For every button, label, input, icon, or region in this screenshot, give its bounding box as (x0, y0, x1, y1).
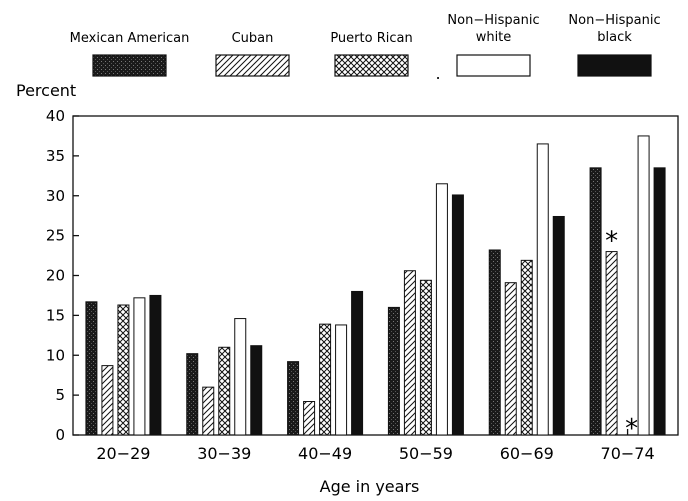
legend-label-non-hispanic-white: Non−Hispanic (447, 13, 539, 28)
bar-mexican-american-30-39 (186, 353, 199, 436)
bar-non-hispanic-white-30-39 (234, 318, 247, 436)
bar-puerto-rican-30-39 (218, 346, 231, 436)
legend-swatch-puerto-rican (334, 54, 409, 77)
bar-non-hispanic-white-40-49 (335, 324, 348, 436)
legend: Mexican American Cuban Puerto Rican Non−His… (70, 13, 661, 83)
legend-separator-dot: . (435, 64, 440, 83)
y-tick-label: 30 (46, 187, 65, 205)
bar-cuban-20-29 (101, 365, 114, 436)
bars: 20−29 30−39 40−49 50−59 60−69 70−74 (85, 135, 666, 463)
y-tick-label: 20 (46, 267, 65, 285)
bar-non-hispanic-white-60-69 (536, 143, 549, 436)
annotation-asterisk-1: * (625, 414, 638, 444)
legend-label-puerto-rican: Puerto Rican (330, 31, 412, 46)
bar-mexican-american-20-29 (85, 301, 98, 436)
legend-label-cuban: Cuban (232, 31, 274, 46)
axes: 0 5 10 15 20 25 30 35 40 Percent Age in years (16, 81, 679, 496)
x-tick-label-20-29: 20−29 (96, 444, 150, 463)
x-tick-label-50-59: 50−59 (399, 444, 453, 463)
bar-cuban-60-69 (504, 282, 517, 436)
x-axis-label: Age in years (320, 477, 420, 496)
y-tick-label: 5 (55, 386, 65, 404)
legend-label-non-hispanic-black: black (597, 30, 632, 45)
bar-non-hispanic-black-40-49 (351, 290, 364, 436)
y-tick-label: 35 (46, 147, 65, 165)
y-tick-label: 15 (46, 306, 65, 324)
bar-mexican-american-50-59 (387, 306, 400, 436)
x-tick-label-70-74: 70−74 (601, 444, 655, 463)
bar-cuban-50-59 (403, 270, 416, 436)
legend-swatch-non-hispanic-black (577, 54, 652, 77)
x-tick-label-60-69: 60−69 (500, 444, 554, 463)
bar-mexican-american-60-69 (488, 249, 501, 436)
bar-cuban-70-74 (605, 251, 618, 436)
legend-swatch-non-hispanic-white (456, 54, 531, 77)
legend-swatch-cuban (215, 54, 290, 77)
y-tick-label: 25 (46, 227, 65, 245)
bar-non-hispanic-black-70-74 (653, 167, 666, 436)
annotations: ** (605, 227, 638, 444)
y-tick-label: 40 (46, 107, 65, 125)
legend-label-non-hispanic-black: Non−Hispanic (568, 13, 660, 28)
bar-non-hispanic-black-50-59 (451, 194, 464, 436)
bar-non-hispanic-black-60-69 (552, 215, 565, 436)
bar-non-hispanic-black-30-39 (250, 345, 263, 436)
legend-label-mexican-american: Mexican American (70, 31, 190, 46)
x-tick-label-30-39: 30−39 (197, 444, 251, 463)
bar-non-hispanic-black-20-29 (149, 294, 162, 436)
y-tick-label: 0 (55, 426, 65, 444)
annotation-asterisk-0: * (605, 227, 618, 257)
bar-puerto-rican-20-29 (117, 304, 130, 436)
bar-cuban-40-49 (303, 401, 316, 436)
legend-swatch-mexican-american (92, 54, 167, 77)
x-tick-label-40-49: 40−49 (298, 444, 352, 463)
legend-label-non-hispanic-white: white (476, 30, 512, 45)
bar-non-hispanic-white-50-59 (435, 183, 448, 436)
y-axis-label: Percent (16, 81, 76, 100)
plot-frame (72, 115, 679, 436)
bar-mexican-american-40-49 (287, 361, 300, 436)
bar-puerto-rican-50-59 (419, 279, 432, 436)
bar-cuban-30-39 (202, 386, 215, 436)
y-tick-label: 10 (46, 346, 65, 364)
bar-non-hispanic-white-20-29 (133, 297, 146, 436)
bar-non-hispanic-white-70-74 (637, 135, 650, 436)
bar-puerto-rican-40-49 (319, 323, 332, 436)
bar-mexican-american-70-74 (589, 167, 602, 436)
bar-puerto-rican-60-69 (520, 259, 533, 436)
